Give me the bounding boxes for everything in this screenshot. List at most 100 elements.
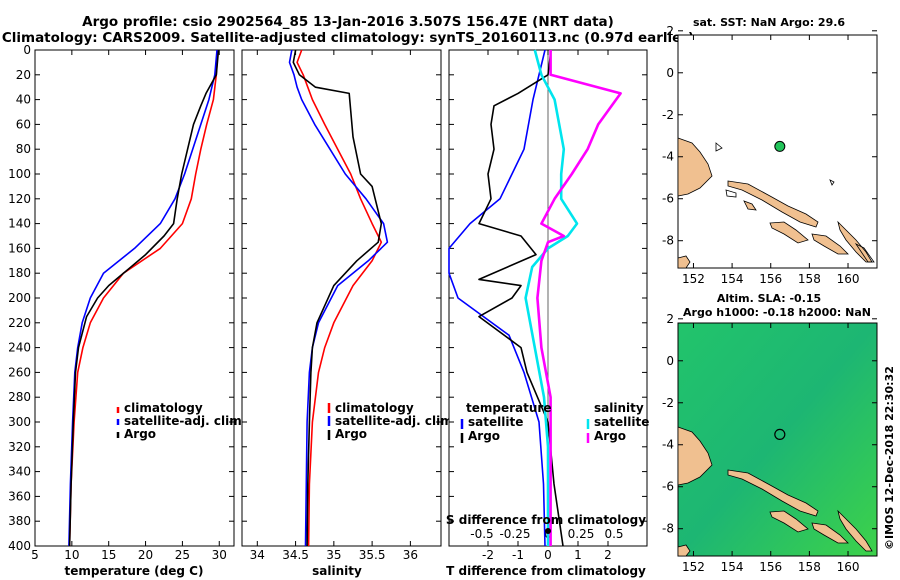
- salinity-panel: 34 34.5 35 35.5 36 salinity climatology sate…: [241, 49, 457, 578]
- difference-series: [448, 49, 622, 547]
- t-difference-axis: -2 -1 0 1 2: [482, 50, 612, 562]
- island-land: [811, 522, 849, 544]
- reef-outline: [725, 189, 737, 198]
- legend-t-argo: Argo: [468, 429, 500, 443]
- zero-marker: [545, 528, 551, 534]
- series-line-salinity-satellite: [524, 49, 579, 546]
- lat-tick-label: -6: [662, 480, 674, 494]
- lat-tick-label: -6: [662, 192, 674, 206]
- copyright-stamp: ©IMOS 12-Dec-2018 22:30:32: [883, 366, 896, 550]
- lon-tick-label: 160: [837, 560, 860, 574]
- x-tick-label: 34: [250, 548, 265, 562]
- sla-map-title-2: Argo h1000: -0.18 h2000: NaN: [683, 306, 871, 319]
- temperature-xlabel: temperature (deg C): [65, 564, 204, 578]
- lon-tick-label: 158: [798, 560, 821, 574]
- x-tick-label: 5: [31, 548, 39, 562]
- lon-tick-label: 158: [798, 272, 821, 286]
- sla-map-axes: 152 154 156 158 160 2 0 -2 -4 -6 -8: [662, 312, 877, 574]
- depth-tick-label: 140: [8, 217, 31, 231]
- salinity-xlabel: salinity: [312, 564, 362, 578]
- x-tick-label: 35: [326, 548, 341, 562]
- depth-tick-label: 300: [8, 415, 31, 429]
- depth-tick-label: 280: [8, 390, 31, 404]
- bougainville-land: [727, 469, 819, 517]
- x-tick-label: 20: [138, 548, 153, 562]
- island-land: [677, 255, 691, 269]
- island-land: [743, 200, 757, 211]
- depth-tick-label: 240: [8, 341, 31, 355]
- depth-tick-label: 60: [16, 117, 31, 131]
- sla-map-land: [677, 426, 873, 557]
- x-tick-label: 30: [212, 548, 227, 562]
- depth-tick-label: 340: [8, 465, 31, 479]
- sst-map-land: [677, 137, 875, 269]
- x-tick-label: -0.25: [499, 527, 530, 541]
- legend-satellite: satellite-adj. clim.: [335, 414, 457, 428]
- x-tick-label: 0.25: [568, 527, 595, 541]
- depth-tick-label: 320: [8, 440, 31, 454]
- difference-depth-ticks: [449, 49, 647, 547]
- x-tick-label: 0.5: [604, 527, 623, 541]
- x-tick-label: -1: [512, 548, 524, 562]
- salinity-legend: climatology satellite-adj. clim. Argo: [327, 401, 457, 441]
- x-tick-label: 15: [101, 548, 116, 562]
- lon-tick-label: 152: [682, 560, 705, 574]
- header-line-2: Climatology: CARS2009. Satellite-adjuste…: [2, 30, 694, 46]
- depth-axis: 0 20 40 60 80 100 120 140 160 180 200 220 240 260 280 3…: [8, 43, 234, 553]
- depth-tick-label: 380: [8, 514, 31, 528]
- s-difference-label: S difference from climatology: [446, 513, 646, 527]
- depth-tick-label: 260: [8, 365, 31, 379]
- series-line-climatology: [296, 49, 383, 547]
- salinity-axis: 34 34.5 35 35.5 36: [250, 50, 418, 562]
- lon-tick-label: 154: [721, 560, 744, 574]
- x-tick-label: 10: [64, 548, 79, 562]
- depth-tick-label: 360: [8, 489, 31, 503]
- x-tick-label: 34.5: [282, 548, 309, 562]
- legend-s-satellite: satellite: [594, 415, 649, 429]
- lat-tick-label: -8: [662, 234, 674, 248]
- legend-s-argo: Argo: [594, 429, 626, 443]
- lon-tick-label: 154: [721, 272, 744, 286]
- salinity-depth-ticks: [242, 49, 441, 547]
- sla-map-panel: Altim. SLA: -0.15 Argo h1000: -0.18 h200…: [662, 292, 878, 574]
- lat-tick-label: -2: [662, 108, 674, 122]
- x-tick-label: 36: [403, 548, 418, 562]
- lon-tick-label: 160: [837, 272, 860, 286]
- island-land: [769, 221, 809, 244]
- series-line-satellite-adj-clim-: [288, 49, 389, 547]
- series-line-salinity-argo: [536, 50, 622, 546]
- header-line-1: Argo profile: csio 2902564_85 13-Jan-201…: [82, 14, 614, 30]
- depth-tick-label: 40: [16, 93, 31, 107]
- depth-tick-label: 0: [23, 43, 31, 57]
- depth-tick-label: 180: [8, 266, 31, 280]
- new-ireland-land: [677, 426, 713, 486]
- legend-salinity-heading: salinity: [594, 401, 644, 415]
- x-tick-label: 35.5: [359, 548, 386, 562]
- sst-map-axes: 152 154 156 158 160 2 0 -2 -4 -6 -8: [662, 24, 877, 286]
- reef-outline: [715, 142, 723, 152]
- salinity-series: [288, 49, 389, 547]
- temperature-axis: 5 10 15 20 25 30: [31, 50, 227, 562]
- t-difference-xlabel: T difference from climatology: [446, 564, 646, 578]
- island-land: [837, 509, 873, 552]
- island-land: [811, 233, 849, 255]
- lat-tick-label: 2: [666, 312, 674, 326]
- salinity-plot-frame: [241, 49, 442, 547]
- new-ireland-land: [677, 137, 713, 197]
- island-land: [769, 510, 809, 533]
- depth-tick-label: 120: [8, 192, 31, 206]
- lat-tick-label: 2: [666, 24, 674, 38]
- x-tick-label: -0.5: [470, 527, 493, 541]
- lat-tick-label: 0: [666, 354, 674, 368]
- series-line-argo: [292, 49, 383, 547]
- sst-map-title: sat. SST: NaN Argo: 29.6: [693, 16, 845, 29]
- x-tick-label: 2: [604, 548, 612, 562]
- bougainville-land: [727, 180, 819, 228]
- depth-tick-label: 100: [8, 167, 31, 181]
- legend-climatology: climatology: [335, 401, 414, 415]
- difference-panel: -2 -1 0 1 2 -0.5 -0.25 0 0.25 0.5 T difference f…: [446, 49, 649, 578]
- x-tick-label: 1: [574, 548, 582, 562]
- depth-tick-label: 400: [8, 539, 31, 553]
- legend-argo: Argo: [124, 427, 156, 441]
